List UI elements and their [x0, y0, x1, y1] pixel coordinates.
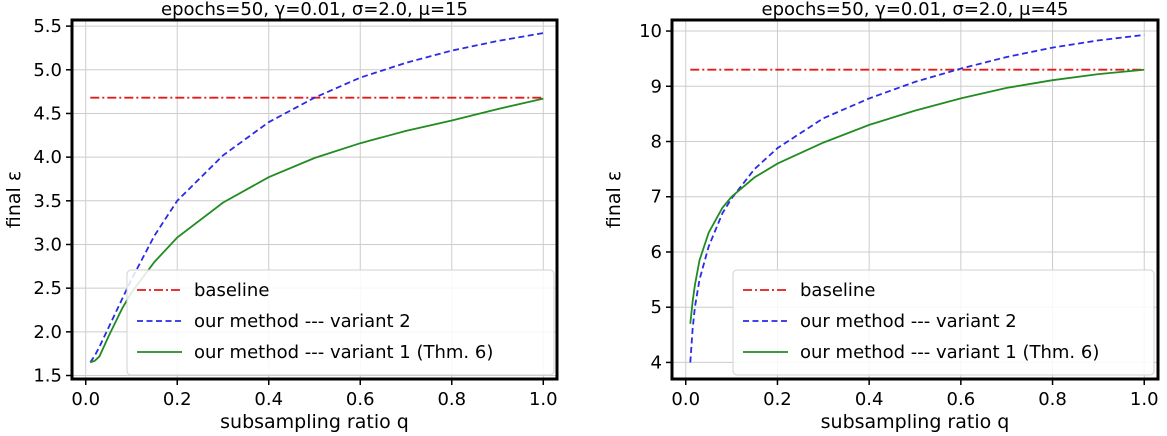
legend-label-1: baseline [194, 280, 269, 301]
y-axis-label: final ε [603, 171, 625, 228]
chart-title: epochs=50, γ=0.01, σ=2.0, μ=15 [161, 0, 468, 20]
y-tick-label: 5.0 [33, 60, 62, 81]
y-tick-label: 4.0 [33, 147, 62, 168]
y-tick-label: 7 [651, 187, 662, 208]
series-line-3 [89, 97, 544, 364]
legend-box [732, 269, 1155, 376]
y-tick-label: 3.5 [33, 191, 62, 212]
x-tick-label: 1.0 [1130, 389, 1159, 410]
x-tick-label: 0.0 [71, 389, 100, 410]
x-axis-label: subsampling ratio q [821, 411, 1010, 433]
y-tick-label: 5 [651, 297, 662, 318]
y-tick-label: 5.5 [33, 16, 62, 37]
y-tick-label: 9 [651, 76, 662, 97]
chart-panel-right: 0.0 0.2 0.4 0.6 0.8 1.0 4 5 6 7 8 9 10 epochs=50, γ=0… [603, 0, 1160, 433]
y-axis-label: final ε [3, 171, 25, 228]
x-tick-label: 0.6 [947, 389, 976, 410]
series-line-2 [89, 32, 544, 363]
x-tick-label: 0.2 [763, 389, 792, 410]
legend-label-1: baseline [800, 280, 875, 301]
x-tick-label: 0.2 [163, 389, 192, 410]
legend-label-2: our method --- variant 2 [800, 311, 1017, 332]
y-tick-label: 1.5 [33, 366, 62, 387]
legend-label-3: our method --- variant 1 (Thm. 6) [800, 342, 1099, 363]
y-tick-label: 2.5 [33, 278, 62, 299]
x-tick-label: 0.6 [346, 389, 375, 410]
plot-frame [670, 18, 1160, 381]
series-line-3 [689, 68, 1145, 324]
legend: baseline our method --- variant 2 our meth… [126, 269, 555, 376]
y-tick-label: 10 [639, 21, 662, 42]
legend-label-2: our method --- variant 2 [194, 311, 411, 332]
series-line-2 [689, 34, 1145, 363]
y-tick-label: 8 [651, 132, 662, 153]
legend: baseline our method --- variant 2 our meth… [732, 269, 1155, 376]
x-tick-label: 0.0 [671, 389, 700, 410]
y-tick-label: 4 [651, 352, 662, 373]
x-tick-label: 0.8 [437, 389, 466, 410]
chart-panel-left: 0.0 0.2 0.4 0.6 0.8 1.0 1.5 2.0 2.5 3.0 3.5 4.0 4.5 5… [3, 0, 559, 433]
legend-box [126, 269, 555, 376]
legend-label-3: our method --- variant 1 (Thm. 6) [194, 342, 493, 363]
x-tick-label: 1.0 [529, 389, 558, 410]
x-tick-label: 0.4 [855, 389, 884, 410]
x-axis-label: subsampling ratio q [220, 411, 409, 433]
y-tick-label: 4.5 [33, 103, 62, 124]
y-tick-label: 2.0 [33, 322, 62, 343]
y-tick-label: 3.0 [33, 234, 62, 255]
x-tick-label: 0.8 [1038, 389, 1067, 410]
chart-title: epochs=50, γ=0.01, σ=2.0, μ=45 [762, 0, 1069, 20]
x-tick-label: 0.4 [254, 389, 283, 410]
plot-frame [70, 18, 559, 381]
y-tick-label: 6 [651, 242, 662, 263]
